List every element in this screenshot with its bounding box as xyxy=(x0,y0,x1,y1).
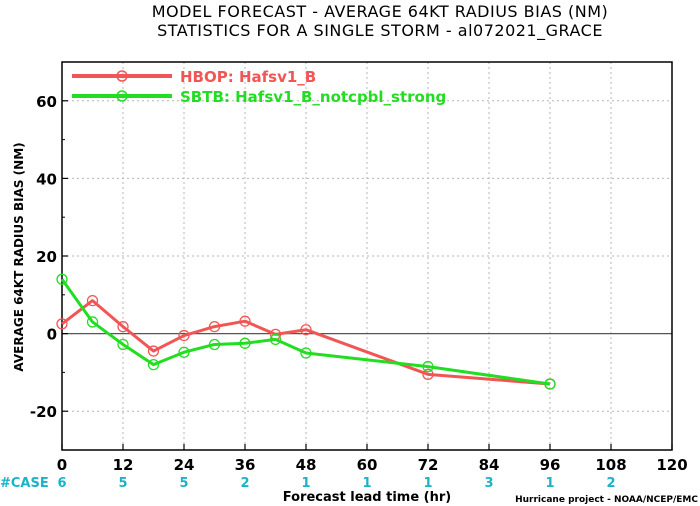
x-tick-label: 96 xyxy=(540,456,561,474)
series-1-point xyxy=(208,338,221,351)
series-1-point xyxy=(147,358,160,371)
series-0-point xyxy=(422,368,434,380)
series-0-point xyxy=(239,315,251,327)
series-0-point xyxy=(86,294,99,307)
x-tick-label: 0 xyxy=(57,456,67,474)
x-tick-label: 48 xyxy=(296,456,317,474)
y-axis-label: AVERAGE 64KT RADIUS BIAS (NM) xyxy=(12,142,26,371)
legend-label-1: SBTB: Hafsv1_B_notcpbl_strong xyxy=(180,88,446,106)
case-count: 1 xyxy=(545,476,554,491)
y-tick-label: 60 xyxy=(36,93,57,111)
series-1-point xyxy=(178,346,190,358)
x-tick-label: 120 xyxy=(656,456,687,474)
y-tick-label: 20 xyxy=(36,248,57,266)
case-count: 3 xyxy=(484,476,493,491)
x-tick-label: 72 xyxy=(418,456,439,474)
series-0-point xyxy=(56,318,68,330)
case-count: 6 xyxy=(57,476,66,491)
x-tick-label: 108 xyxy=(595,456,626,474)
series-group xyxy=(56,273,556,390)
series-1-point xyxy=(239,337,251,349)
series-0-point xyxy=(117,320,129,333)
x-tick-label: 60 xyxy=(357,456,378,474)
series-1-point xyxy=(300,347,312,359)
legend: HBOP: Hafsv1_B SBTB: Hafsv1_B_notcpbl_str… xyxy=(72,68,446,106)
legend-marker-1 xyxy=(116,90,128,102)
case-count: 2 xyxy=(240,476,249,491)
series-1-point xyxy=(269,333,282,346)
case-count: 1 xyxy=(301,476,310,491)
x-ticks: 0 12 24 36 48 60 72 84 96 108 120 xyxy=(57,444,688,474)
case-count: 1 xyxy=(423,476,432,491)
case-counts: 6 5 5 2 1 1 1 3 1 2 xyxy=(57,476,615,491)
y-tick-label: -20 xyxy=(30,403,57,421)
x-tick-label: 36 xyxy=(235,456,256,474)
case-count: 5 xyxy=(179,476,188,491)
series-line-0 xyxy=(61,299,551,386)
series-0-point xyxy=(147,345,160,357)
grid xyxy=(62,62,672,450)
series-0-point xyxy=(300,324,312,336)
series-1-point xyxy=(86,316,99,328)
case-count: 2 xyxy=(606,476,615,491)
x-tick-label: 24 xyxy=(174,456,195,474)
legend-marker-0 xyxy=(116,70,128,82)
series-line-1 xyxy=(60,278,551,386)
case-label: #CASE xyxy=(0,476,49,491)
credit-text: Hurricane project - NOAA/NCEP/EMC xyxy=(515,495,698,505)
chart-subtitle: STATISTICS FOR A SINGLE STORM - al072021… xyxy=(157,21,603,41)
x-tick-label: 12 xyxy=(113,456,134,474)
series-1-point xyxy=(422,360,434,373)
case-count: 1 xyxy=(362,476,371,491)
x-tick-label: 84 xyxy=(479,456,500,474)
y-ticks: -20 0 20 40 60 xyxy=(30,61,68,451)
series-0-point xyxy=(208,320,221,333)
series-0-point xyxy=(178,329,190,342)
y-tick-label: 0 xyxy=(47,326,57,344)
y-tick-label: 40 xyxy=(36,170,57,188)
series-1-point xyxy=(117,338,129,351)
x-axis-label: Forecast lead time (hr) xyxy=(283,490,451,505)
chart-title: MODEL FORECAST - AVERAGE 64KT RADIUS BIA… xyxy=(152,2,609,21)
series-1-point xyxy=(544,378,556,390)
case-count: 5 xyxy=(118,476,127,491)
legend-label-0: HBOP: Hafsv1_B xyxy=(180,68,316,86)
series-1-point xyxy=(56,273,68,285)
